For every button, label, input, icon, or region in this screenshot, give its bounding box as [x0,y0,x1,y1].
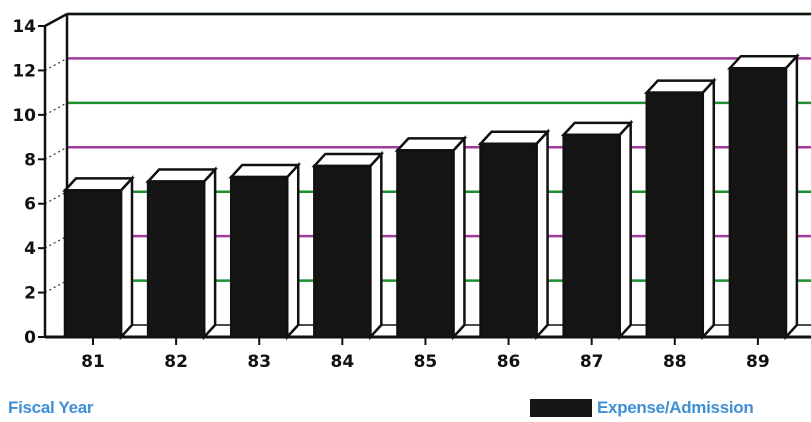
bar-front [728,66,788,339]
gridline-depth [44,146,68,160]
x-tick-label: 85 [414,352,438,372]
y-tick-label: 8 [24,150,36,170]
bar-top [62,177,135,192]
y-tick-label: 10 [12,106,36,126]
y-axis: 0 2 4 6 8 10 12 14 [12,17,45,348]
bar-side [535,128,549,341]
legend-label: Expense/Admission [597,398,754,417]
legend: Expense/Admission [530,398,754,418]
legend-swatch [530,399,592,417]
x-axis: 81 82 83 84 85 86 87 88 89 [81,337,770,372]
bar [62,175,135,341]
top-depth-edge [44,12,68,28]
x-tick-label: 84 [330,352,354,372]
bars [62,52,800,341]
bar-top [477,130,551,145]
bar-top [727,54,800,70]
bar-top [228,163,302,179]
bar-front [396,149,455,339]
bar [145,166,218,341]
bar-side [701,77,716,341]
bar-side [202,166,217,341]
x-tick-label: 81 [81,352,105,372]
bar [477,128,551,341]
bar-side [784,52,799,341]
x-axis-label: Fiscal Year [8,398,94,417]
bar-side [618,119,632,341]
y-tick-label: 14 [12,17,36,37]
bar [727,52,800,341]
bar-front [479,142,538,339]
bar-top [560,121,634,137]
bar-front [63,189,123,339]
bar-front [146,180,206,339]
bar-side [452,135,466,341]
y-tick-label: 6 [24,195,36,215]
y-tick-label: 4 [24,239,36,259]
bar-top [145,168,218,183]
x-tick-label: 86 [497,352,521,372]
gridline-depth [44,102,68,116]
y-tick-label: 0 [24,328,36,348]
gridline-depth [44,235,68,249]
bar-front [645,91,705,339]
bar-front [313,164,372,339]
bar-side [119,175,134,341]
bar-front [229,175,289,339]
bar-side [369,150,383,341]
bar-top [311,152,385,168]
bar [311,150,385,341]
x-tick-label: 89 [746,352,770,372]
x-tick-label: 83 [247,352,271,372]
gridline-depth [44,57,68,71]
x-tick-label: 87 [580,352,604,372]
gridline-depth [44,280,68,294]
bar-front [562,133,621,339]
x-tick-label: 82 [164,352,188,372]
bar [228,161,302,341]
bar [394,135,468,341]
x-tick-label: 88 [663,352,687,372]
bar-top [394,137,468,152]
gridline-depth [44,191,68,205]
bar-side [285,161,300,341]
bar [560,119,634,341]
y-tick-label: 2 [24,284,36,304]
bar [643,77,717,341]
y-tick-label: 12 [12,61,36,81]
bar-top [643,79,717,94]
